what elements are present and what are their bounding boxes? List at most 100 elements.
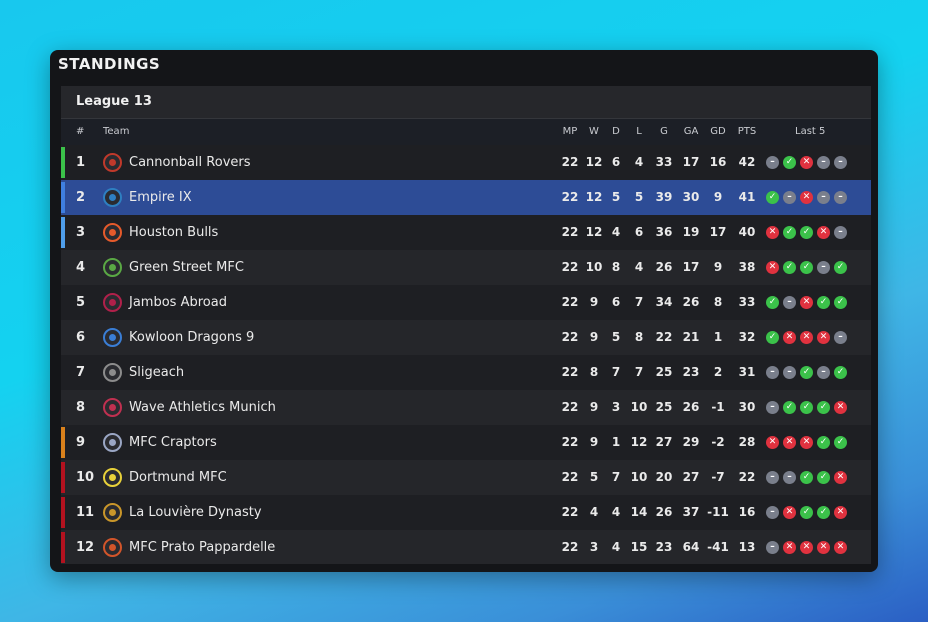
- crest-center-icon: [109, 229, 116, 236]
- stat-pts: 31: [738, 365, 756, 379]
- stat-pts: 32: [738, 330, 756, 344]
- crest-center-icon: [109, 334, 116, 341]
- team-name[interactable]: Wave Athletics Munich: [129, 400, 276, 415]
- table-row[interactable]: 4 Green Street MFC 22 10 8 4 26 17 9 38 ✕ ✓ ✓ – ✓: [61, 250, 871, 285]
- col-g[interactable]: G: [660, 126, 668, 137]
- table-row[interactable]: 11 La Louvière Dynasty 22 4 4 14 26 37 -11 16– ✕ ✓ ✓…: [61, 495, 871, 530]
- win-icon: ✓: [800, 261, 813, 274]
- team-name[interactable]: Kowloon Dragons 9: [129, 330, 255, 345]
- stat-ga: 17: [682, 155, 700, 169]
- last5-form: – ✕ ✓ ✓ ✕: [766, 506, 847, 519]
- win-icon: ✓: [817, 471, 830, 484]
- last5-form: – – ✓ – ✓: [766, 366, 847, 379]
- col-mp[interactable]: MP: [562, 126, 578, 137]
- table-row[interactable]: 12 MFC Prato Pappardelle 22 3 4 15 23 64 -41 13– ✕…: [61, 530, 871, 564]
- col-w[interactable]: W: [589, 126, 599, 137]
- stat-w: 12: [585, 225, 603, 239]
- table-row[interactable]: 3 Houston Bulls 22 12 4 6 36 19 17 40 ✕ ✓ ✓ ✕ –: [61, 215, 871, 250]
- stat-w: 8: [589, 365, 599, 379]
- stat-ga: 30: [682, 190, 700, 204]
- col-rank[interactable]: #: [76, 126, 85, 137]
- team-name[interactable]: Houston Bulls: [129, 225, 219, 240]
- zone-indicator: [61, 217, 65, 248]
- row-rank: 3: [76, 225, 86, 240]
- prato-crest-icon: [103, 538, 122, 557]
- table-row[interactable]: 8 Wave Athletics Munich 22 9 3 10 25 26 -1 30– ✓ ✓ ✓…: [61, 390, 871, 425]
- win-icon: ✓: [766, 296, 779, 309]
- row-rank: 6: [76, 330, 86, 345]
- stat-w: 9: [589, 330, 599, 344]
- stat-ga: 19: [682, 225, 700, 239]
- table-row[interactable]: 1 Cannonball Rovers 22 12 6 4 33 17 16 42– ✓ ✕ – –: [61, 145, 871, 180]
- stat-g: 20: [655, 470, 673, 484]
- stat-l: 10: [630, 470, 648, 484]
- zone-indicator: [61, 462, 65, 493]
- stat-pts: 33: [738, 295, 756, 309]
- draw-icon: –: [783, 296, 796, 309]
- stat-g: 25: [655, 365, 673, 379]
- table-row[interactable]: 6 Kowloon Dragons 9 22 9 5 8 22 21 1 32 ✓ ✕ ✕ ✕ –: [61, 320, 871, 355]
- stat-l: 7: [634, 365, 644, 379]
- table-row[interactable]: 5 Jambos Abroad 22 9 6 7 34 26 8 33 ✓ – ✕ ✓ ✓: [61, 285, 871, 320]
- team-name[interactable]: Sligeach: [129, 365, 185, 380]
- team-name[interactable]: Empire IX: [129, 190, 192, 205]
- stat-l: 4: [634, 260, 644, 274]
- col-d[interactable]: D: [612, 126, 620, 137]
- last5-form: ✓ – ✕ ✓ ✓: [766, 296, 847, 309]
- craptors-crest-icon: [103, 433, 122, 452]
- team-name[interactable]: Dortmund MFC: [129, 470, 227, 485]
- loss-icon: ✕: [800, 191, 813, 204]
- col-l[interactable]: L: [636, 126, 642, 137]
- row-rank: 11: [76, 505, 95, 520]
- draw-icon: –: [783, 191, 796, 204]
- stat-d: 4: [611, 540, 621, 554]
- la-louviere-crest-icon: [103, 503, 122, 522]
- win-icon: ✓: [766, 331, 779, 344]
- loss-icon: ✕: [834, 401, 847, 414]
- league-header: League 13: [61, 86, 871, 119]
- stat-w: 12: [585, 190, 603, 204]
- last5-form: – – ✓ ✓ ✕: [766, 471, 847, 484]
- draw-icon: –: [766, 401, 779, 414]
- team-name[interactable]: Cannonball Rovers: [129, 155, 251, 170]
- table-row[interactable]: 2 Empire IX 22 12 5 5 39 30 9 41 ✓ – ✕ – –: [61, 180, 871, 215]
- stat-mp: 22: [561, 540, 579, 554]
- col-gd[interactable]: GD: [710, 126, 726, 137]
- loss-icon: ✕: [800, 436, 813, 449]
- col-pts[interactable]: PTS: [737, 126, 757, 137]
- win-icon: ✓: [766, 191, 779, 204]
- team-name[interactable]: Green Street MFC: [129, 260, 244, 275]
- table-row[interactable]: 9 MFC Craptors 22 9 1 12 27 29 -2 28 ✕ ✕ ✕ ✓ ✓: [61, 425, 871, 460]
- last5-form: – ✓ ✓ ✓ ✕: [766, 401, 847, 414]
- stat-mp: 22: [561, 330, 579, 344]
- team-name[interactable]: MFC Prato Pappardelle: [129, 540, 276, 555]
- stat-mp: 22: [561, 190, 579, 204]
- stat-gd: 2: [713, 365, 723, 379]
- dortmund-crest-icon: [103, 468, 122, 487]
- stat-gd: 9: [713, 190, 723, 204]
- table-row[interactable]: 10 Dortmund MFC 22 5 7 10 20 27 -7 22– – ✓ ✓ ✕: [61, 460, 871, 495]
- loss-icon: ✕: [783, 436, 796, 449]
- stat-gd: -7: [711, 470, 725, 484]
- team-name[interactable]: La Louvière Dynasty: [129, 505, 262, 520]
- stat-ga: 26: [682, 295, 700, 309]
- green-street-crest-icon: [103, 258, 122, 277]
- draw-icon: –: [834, 191, 847, 204]
- last5-form: ✕ ✓ ✓ – ✓: [766, 261, 847, 274]
- stat-gd: -2: [711, 435, 725, 449]
- draw-icon: –: [817, 156, 830, 169]
- loss-icon: ✕: [800, 156, 813, 169]
- draw-icon: –: [766, 366, 779, 379]
- col-ga[interactable]: GA: [683, 126, 699, 137]
- stat-ga: 64: [682, 540, 700, 554]
- stat-g: 25: [655, 400, 673, 414]
- col-team[interactable]: Team: [103, 126, 130, 137]
- team-name[interactable]: Jambos Abroad: [129, 295, 227, 310]
- row-rank: 8: [76, 400, 86, 415]
- table-row[interactable]: 7 Sligeach 22 8 7 7 25 23 2 31– – ✓ – ✓: [61, 355, 871, 390]
- win-icon: ✓: [817, 506, 830, 519]
- team-name[interactable]: MFC Craptors: [129, 435, 217, 450]
- stat-g: 26: [655, 505, 673, 519]
- crest-center-icon: [109, 404, 116, 411]
- stat-mp: 22: [561, 260, 579, 274]
